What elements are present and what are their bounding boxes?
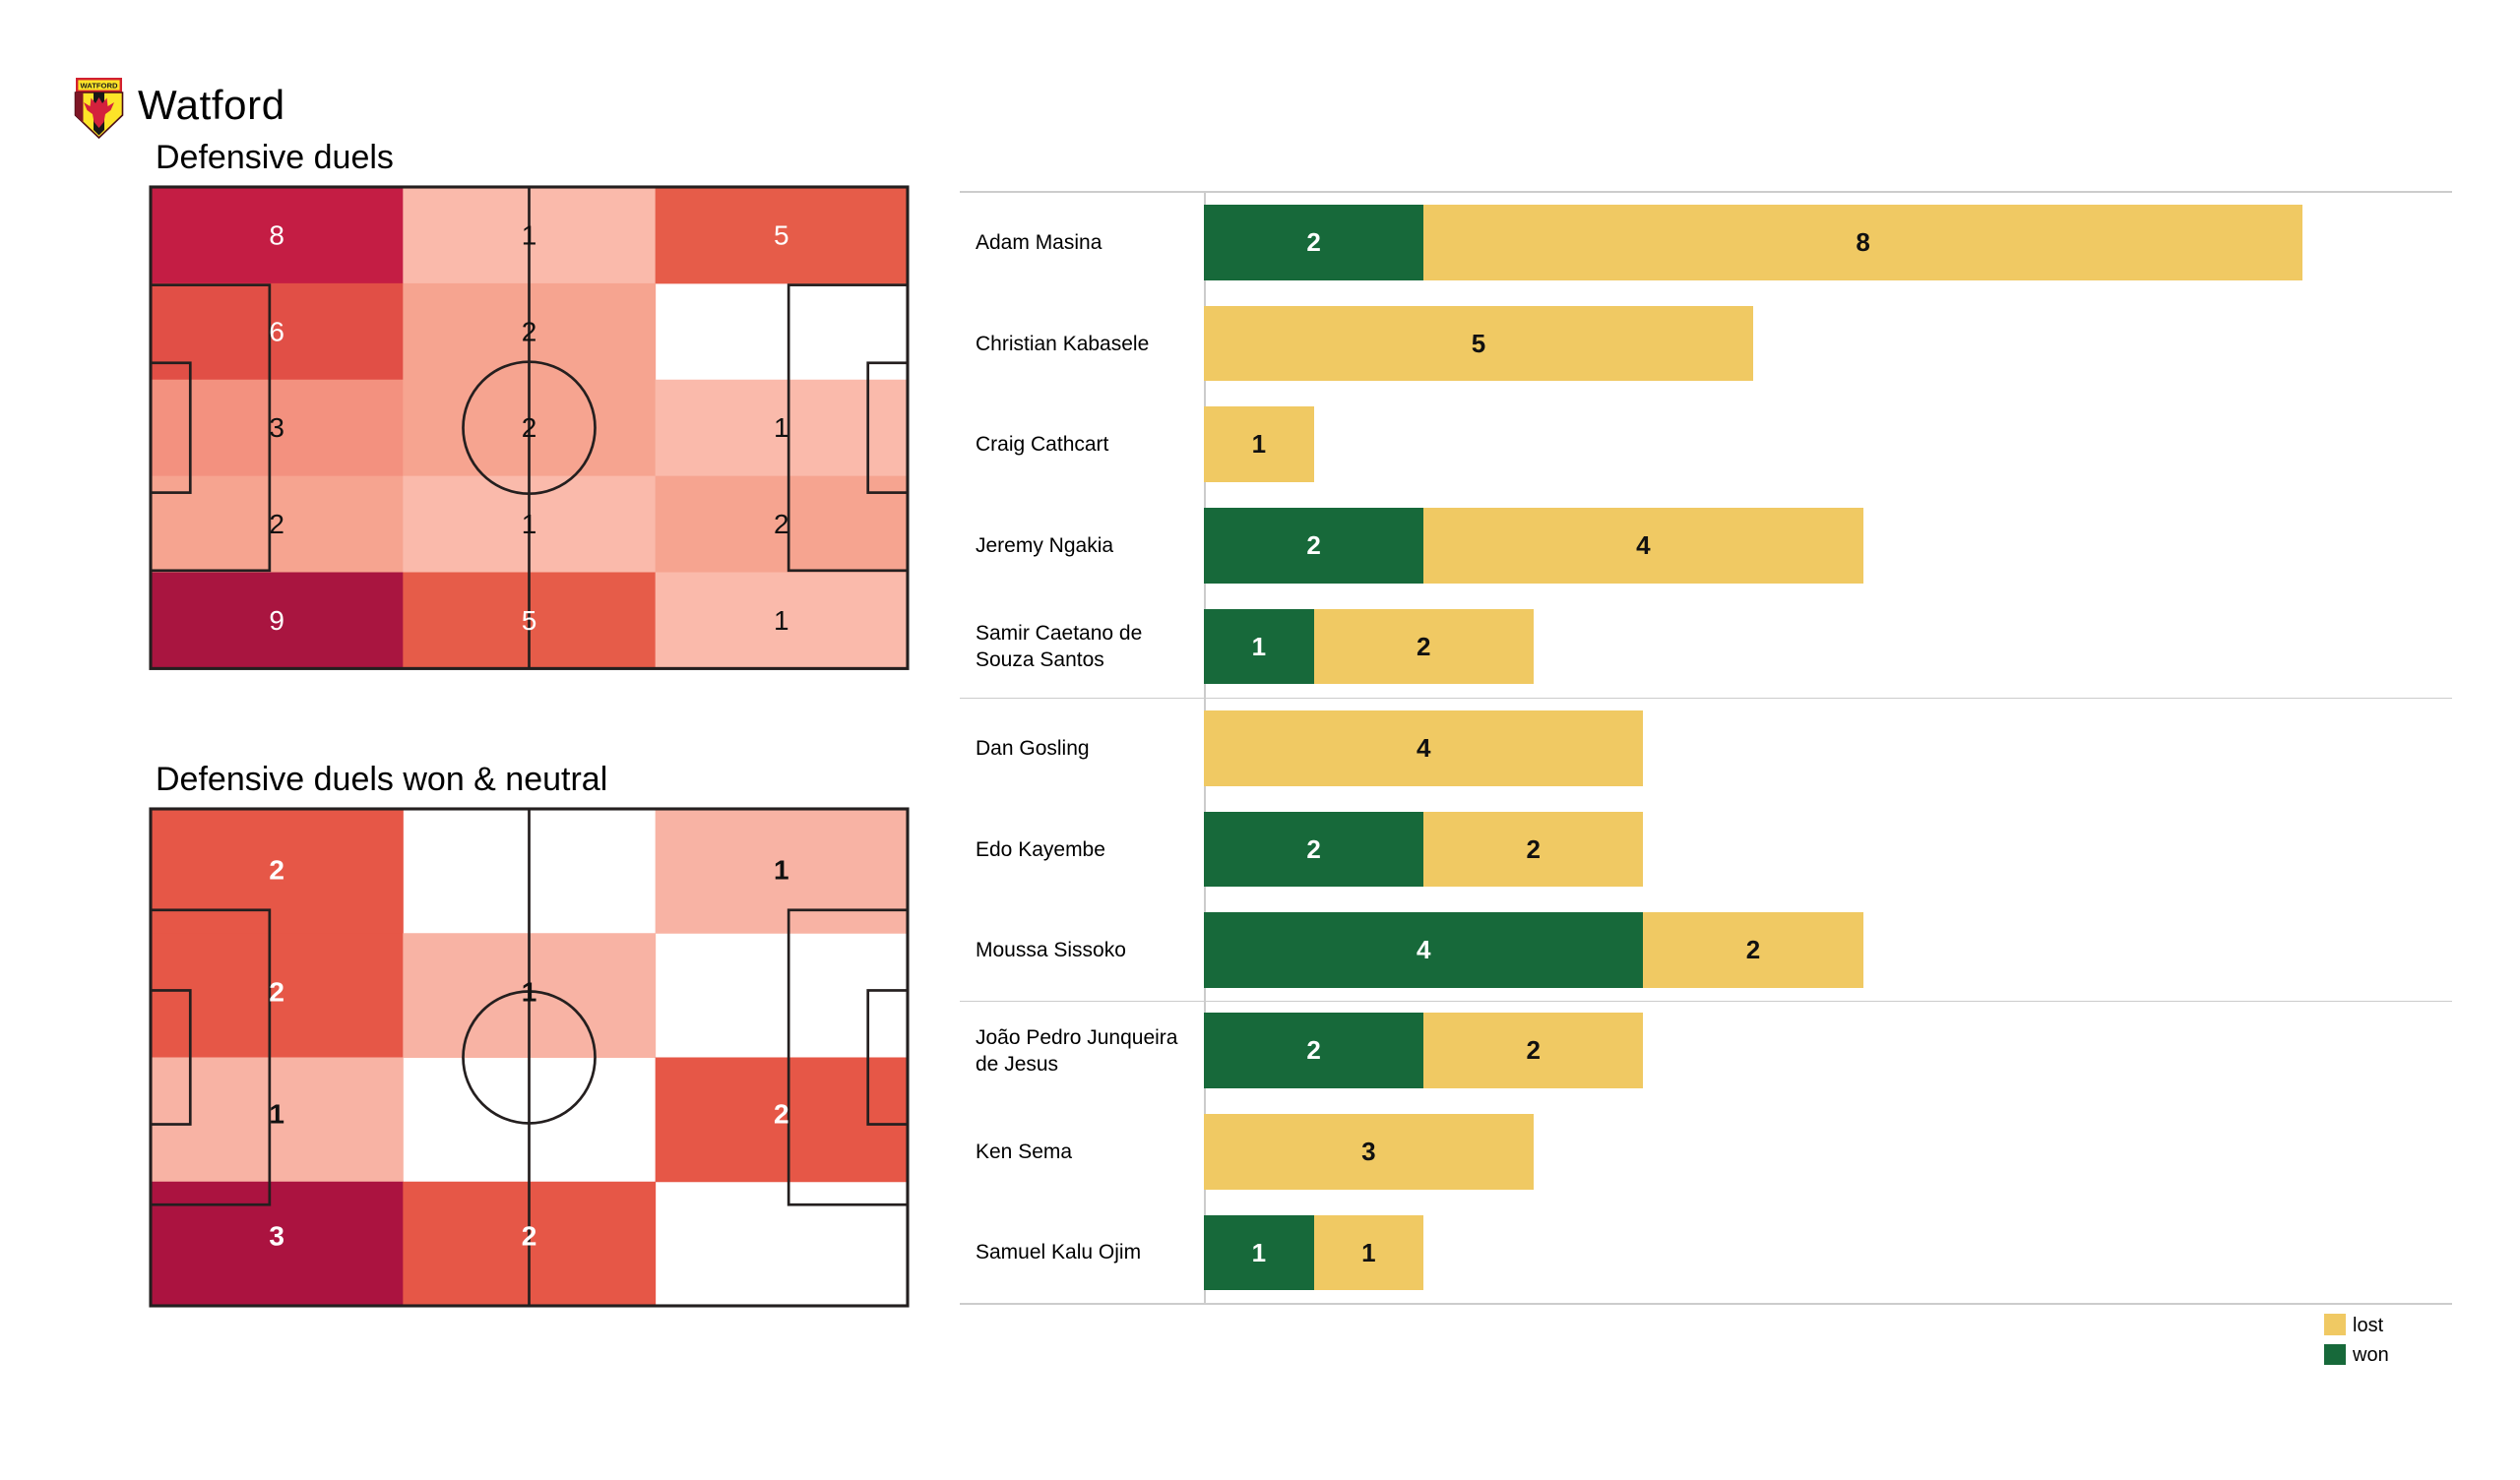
- svg-text:9: 9: [269, 604, 284, 635]
- svg-text:2: 2: [269, 977, 284, 1008]
- svg-text:3: 3: [269, 412, 284, 443]
- svg-text:2: 2: [774, 1099, 789, 1130]
- svg-text:1: 1: [269, 1099, 284, 1130]
- svg-text:WATFORD: WATFORD: [81, 82, 119, 91]
- svg-text:8: 8: [269, 219, 284, 250]
- svg-text:2: 2: [774, 509, 789, 539]
- svg-text:2: 2: [269, 855, 284, 886]
- svg-text:2: 2: [522, 412, 537, 443]
- svg-text:1: 1: [774, 412, 789, 443]
- svg-text:2: 2: [522, 1221, 537, 1252]
- svg-text:6: 6: [269, 316, 284, 346]
- svg-text:5: 5: [522, 604, 537, 635]
- svg-text:5: 5: [774, 219, 789, 250]
- svg-text:1: 1: [774, 604, 789, 635]
- svg-text:1: 1: [522, 219, 537, 250]
- svg-text:3: 3: [269, 1221, 284, 1252]
- svg-text:2: 2: [522, 316, 537, 346]
- svg-text:1: 1: [774, 855, 789, 886]
- svg-text:1: 1: [522, 977, 537, 1008]
- svg-text:2: 2: [269, 509, 284, 539]
- svg-text:1: 1: [522, 509, 537, 539]
